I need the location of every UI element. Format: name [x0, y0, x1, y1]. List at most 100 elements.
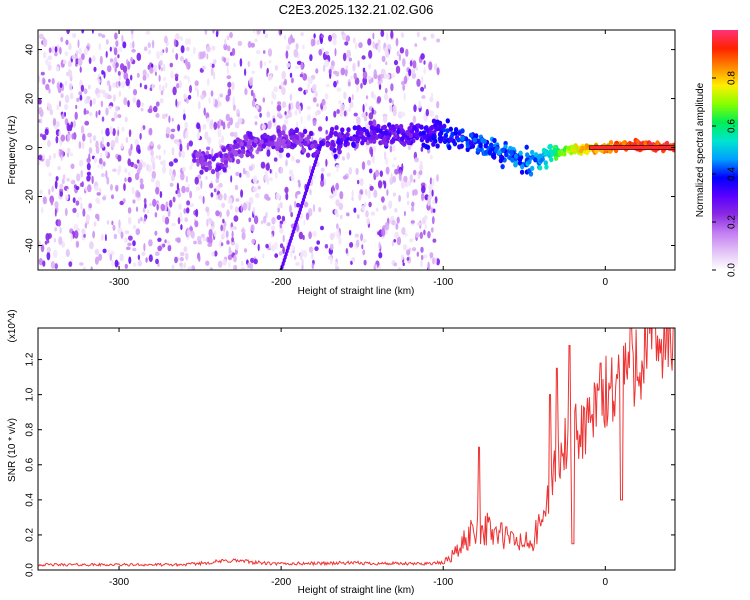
- snr-series-line: [38, 328, 674, 568]
- spectrogram-ridge-point: [490, 153, 496, 159]
- spectrogram-speckle: [166, 240, 171, 246]
- spectrogram-speckle: [53, 238, 56, 243]
- spectrogram-ridge-point: [355, 125, 361, 131]
- spectrogram-speckle: [312, 119, 317, 127]
- spectrogram-speckle: [227, 197, 233, 205]
- spectrogram-ridge-point: [543, 160, 548, 166]
- spectrogram-speckle: [308, 246, 314, 253]
- spectrogram-speckle: [372, 32, 375, 40]
- spectrogram-speckle: [240, 266, 246, 270]
- spectrogram-ridge-point: [584, 149, 590, 156]
- spectrogram-speckle: [171, 147, 175, 155]
- spectrogram-speckle: [281, 101, 287, 108]
- spectrogram-speckle: [420, 53, 425, 60]
- spectrogram-speckle: [222, 218, 225, 224]
- spectrogram-speckle: [159, 191, 163, 198]
- spectrogram-speckle: [385, 166, 390, 175]
- spectrogram-speckle: [365, 141, 370, 146]
- spectrogram-ridge-point: [281, 130, 286, 136]
- spectrogram-ridge-point: [294, 127, 299, 133]
- spectrogram-speckle: [118, 46, 123, 53]
- spectrogram-speckle: [183, 113, 186, 121]
- spectrogram-speckle: [403, 75, 408, 85]
- spectrogram-speckle: [117, 154, 122, 162]
- spectrogram-speckle: [109, 46, 112, 52]
- spectrogram-speckle: [51, 45, 55, 54]
- spectrogram-speckle: [396, 216, 400, 224]
- spectrogram-speckle: [164, 239, 167, 244]
- spectrogram-ridge-point: [472, 137, 477, 143]
- spectrogram-speckle: [391, 73, 395, 79]
- spectrogram-speckle: [96, 192, 101, 196]
- spectrogram-speckle: [287, 36, 292, 45]
- snr-y-tick-label: 0.8: [25, 422, 36, 436]
- spectrogram-speckle: [436, 174, 439, 182]
- colorbar-tick-label: 0.2: [727, 215, 738, 229]
- spectrogram-ridge-point: [241, 149, 246, 155]
- spectrogram-speckle: [52, 117, 57, 127]
- spectrogram-speckle: [254, 121, 258, 126]
- spectrogram-speckle: [80, 125, 85, 134]
- spectrogram-speckle: [48, 78, 51, 83]
- spectrogram-speckle: [413, 189, 418, 196]
- spectrogram-speckle: [248, 77, 253, 86]
- spectrogram-speckle: [200, 233, 206, 238]
- spectrogram-speckle: [113, 111, 118, 120]
- spectrogram-speckle: [114, 32, 118, 40]
- spectrogram-speckle: [108, 84, 112, 92]
- spectrogram-ridge-point: [220, 157, 225, 163]
- spectrogram-ridge-point: [390, 138, 395, 144]
- spectrogram-speckle: [119, 253, 124, 262]
- spectrogram-speckle: [80, 169, 83, 178]
- spectrogram-speckle: [318, 49, 323, 56]
- spectrogram-speckle: [285, 192, 289, 201]
- spectrogram-speckle: [58, 236, 63, 245]
- spectrogram-speckle: [186, 229, 191, 237]
- spectrogram-speckle: [429, 110, 434, 117]
- spectrogram-speckle: [356, 214, 360, 219]
- spectrogram-speckle: [332, 33, 337, 40]
- spectrogram-y-tick-label: 20: [25, 93, 36, 105]
- spectrogram-speckle: [274, 241, 278, 250]
- spectrogram-ridge-point: [207, 164, 212, 170]
- spectrogram-speckle: [55, 136, 59, 144]
- spectrogram-speckle: [142, 207, 146, 213]
- snr-x-axis: -300 -200 -100 0: [109, 328, 609, 588]
- spectrogram-speckle: [263, 61, 267, 66]
- spectrogram-speckle: [155, 155, 159, 160]
- spectrogram-ridge-point: [234, 142, 240, 148]
- spectrogram-speckle: [175, 76, 179, 82]
- spectrogram-speckle: [46, 246, 51, 253]
- spectrogram-speckle: [97, 199, 100, 205]
- spectrogram-speckle: [54, 52, 58, 57]
- spectrogram-ridge-point: [468, 140, 474, 146]
- spectrogram-speckle: [186, 46, 190, 52]
- spectrogram-speckle: [277, 206, 280, 213]
- spectrogram-speckle: [183, 108, 186, 114]
- spectrogram-speckle: [106, 220, 110, 225]
- spectrogram-speckle: [221, 202, 226, 208]
- spectrogram-speckle: [66, 147, 71, 154]
- spectrogram-speckle: [364, 201, 367, 208]
- spectrogram-speckle: [259, 112, 262, 118]
- spectrogram-speckle: [131, 186, 135, 195]
- colorbar-ticks: 0.0 0.2 0.4 0.6 0.8: [712, 71, 738, 277]
- spectrogram-ridge-point: [232, 150, 237, 156]
- spectrogram-speckle: [56, 121, 60, 128]
- spectrogram-ridge-point: [259, 139, 264, 145]
- spectrogram-speckle: [148, 164, 152, 173]
- spectrogram-speckle: [51, 185, 55, 193]
- spectrogram-speckle: [423, 60, 426, 65]
- spectrogram-ridge-point: [441, 127, 446, 133]
- spectrogram-speckle: [151, 63, 154, 68]
- spectrogram-speckle: [377, 39, 381, 45]
- spectrogram-speckle: [312, 204, 316, 213]
- spectrogram-speckle: [306, 114, 312, 121]
- spectrogram-speckle: [367, 189, 371, 199]
- spectrogram-speckle: [131, 48, 136, 53]
- spectrogram-speckle: [39, 189, 43, 195]
- spectrogram-speckle: [215, 210, 220, 217]
- spectrogram-speckle: [133, 163, 137, 168]
- spectrogram-speckle: [217, 129, 222, 138]
- spectrogram-speckle: [416, 251, 419, 257]
